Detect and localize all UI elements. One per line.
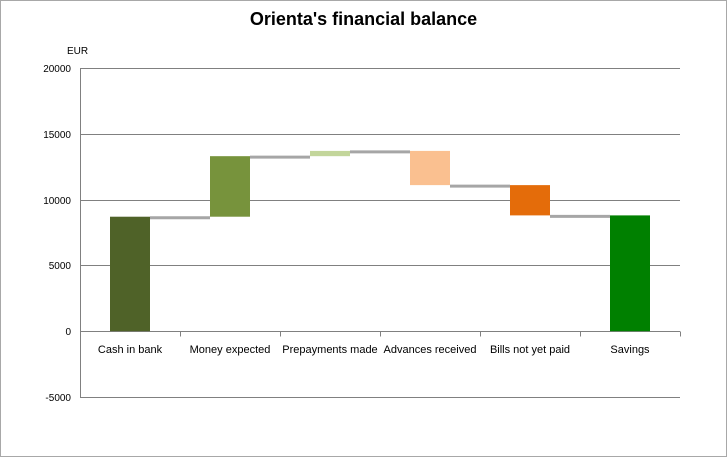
bar-cash-in-bank xyxy=(110,216,150,332)
x-category-label: Money expected xyxy=(190,344,271,356)
x-category-label: Bills not yet paid xyxy=(490,344,570,356)
x-category-label: Prepayments made xyxy=(282,344,377,356)
y-tick-label: 20000 xyxy=(43,64,71,75)
chart-title: Orienta's financial balance xyxy=(249,9,478,29)
x-category-label: Cash in bank xyxy=(98,344,163,356)
y-tick-label: 15000 xyxy=(43,130,71,141)
bar-prepayments-made xyxy=(310,150,350,157)
bar-money-expected xyxy=(210,156,250,217)
y-tick-label: 0 xyxy=(65,327,71,338)
y-tick-label: 5000 xyxy=(49,261,72,272)
bar-advances-received xyxy=(410,150,450,186)
y-tick-label: -5000 xyxy=(45,393,71,404)
y-tick-label: 10000 xyxy=(43,196,71,207)
bar-bills-not-yet-paid xyxy=(510,185,550,216)
y-axis-unit-label: EUR xyxy=(67,46,89,57)
bar-savings xyxy=(610,215,650,332)
x-category-label: Advances received xyxy=(384,344,477,356)
x-category-label: Savings xyxy=(610,344,650,356)
